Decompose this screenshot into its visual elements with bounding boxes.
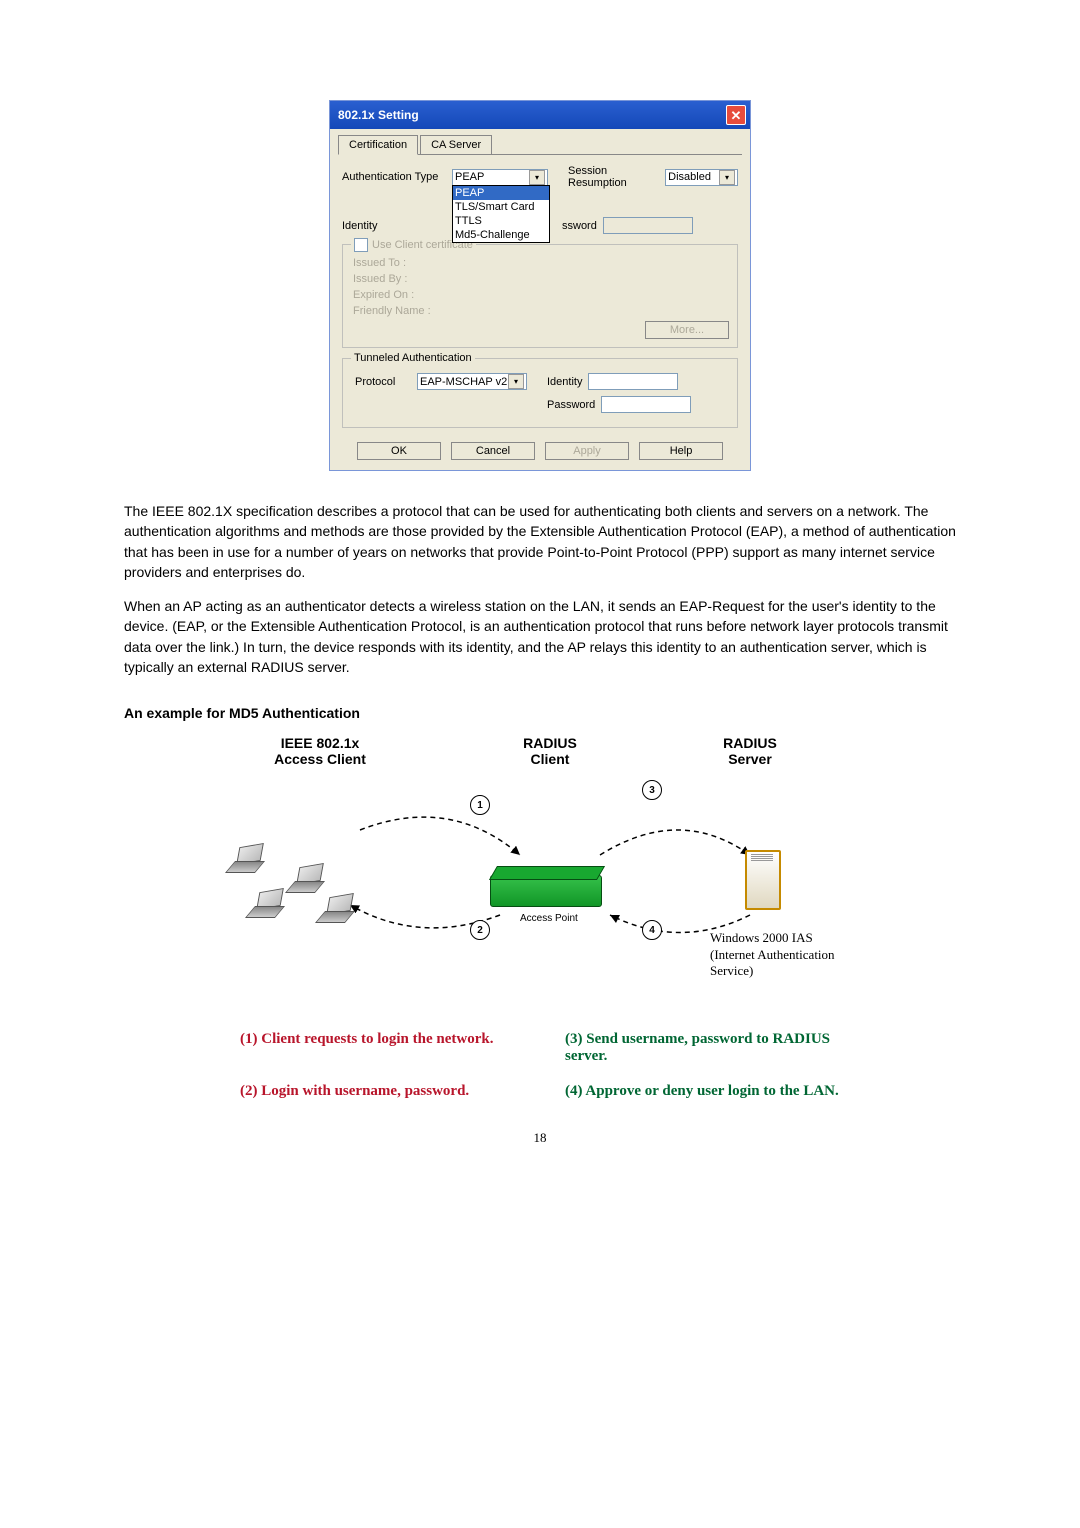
identity-label: Identity xyxy=(342,220,446,232)
tab-certification[interactable]: Certification xyxy=(338,135,418,155)
paragraph-1: The IEEE 802.1X specification describes … xyxy=(124,501,956,582)
protocol-dropdown[interactable]: EAP-MSCHAP v2 ▾ xyxy=(417,373,527,390)
auth-type-value: PEAP xyxy=(455,171,484,183)
protocol-value: EAP-MSCHAP v2 xyxy=(420,376,507,388)
tunneled-password-row: Password xyxy=(355,396,725,413)
server-icon xyxy=(745,850,781,910)
option-peap[interactable]: PEAP xyxy=(453,186,549,200)
dialog-8021x-setting: 802.1x Setting ✕ Certification CA Server… xyxy=(329,100,751,471)
tunneled-password-input[interactable] xyxy=(601,396,691,413)
tab-ca-server[interactable]: CA Server xyxy=(420,135,492,154)
label-radius-client: RADIUS Client xyxy=(500,735,600,767)
friendly-name: Friendly Name : xyxy=(353,305,727,317)
password-label-obscured: ssword xyxy=(562,220,597,232)
auth-type-options[interactable]: PEAP TLS/Smart Card TTLS Md5-Challenge xyxy=(452,185,550,243)
page-number: 18 xyxy=(124,1130,956,1146)
paragraph-2: When an AP acting as an authenticator de… xyxy=(124,596,956,677)
apply-button: Apply xyxy=(545,442,629,460)
issued-to: Issued To : xyxy=(353,257,727,269)
auth-type-row: Authentication Type PEAP ▾ PEAP TLS/Smar… xyxy=(342,165,738,189)
step-2: (2) Login with username, password. xyxy=(240,1083,515,1100)
tunneled-auth-legend: Tunneled Authentication xyxy=(351,352,475,364)
option-tls[interactable]: TLS/Smart Card xyxy=(453,200,549,214)
step-1: (1) Client requests to login the network… xyxy=(240,1031,515,1065)
session-resumption-label: Session Resumption xyxy=(568,165,659,189)
session-resumption-value: Disabled xyxy=(668,171,711,183)
cancel-button[interactable]: Cancel xyxy=(451,442,535,460)
title-bar: 802.1x Setting ✕ xyxy=(330,101,750,129)
access-point-label: Access Point xyxy=(520,913,578,924)
auth-type-dropdown[interactable]: PEAP ▾ PEAP TLS/Smart Card TTLS Md5-Chal… xyxy=(452,169,548,186)
close-icon[interactable]: ✕ xyxy=(726,105,746,125)
protocol-row: Protocol EAP-MSCHAP v2 ▾ Identity xyxy=(355,373,725,390)
password-input xyxy=(603,217,693,234)
step-4: (4) Approve or deny user login to the LA… xyxy=(565,1083,840,1100)
chevron-down-icon: ▾ xyxy=(529,170,545,185)
chevron-down-icon: ▾ xyxy=(719,170,735,185)
dialog-title: 802.1x Setting xyxy=(338,108,419,122)
diagram-steps: (1) Client requests to login the network… xyxy=(240,1031,840,1100)
tunneled-auth-fieldset: Tunneled Authentication Protocol EAP-MSC… xyxy=(342,358,738,428)
tabs: Certification CA Server xyxy=(338,135,742,155)
expired-on: Expired On : xyxy=(353,289,727,301)
ias-label: Windows 2000 IAS (Internet Authenticatio… xyxy=(710,930,835,979)
protocol-label: Protocol xyxy=(355,376,411,388)
label-radius-server: RADIUS Server xyxy=(700,735,800,767)
example-heading: An example for MD5 Authentication xyxy=(124,705,956,721)
chevron-down-icon: ▾ xyxy=(508,374,524,389)
more-button: More... xyxy=(645,321,729,339)
laptop-icon xyxy=(250,890,294,922)
label-access-client: IEEE 802.1x Access Client xyxy=(250,735,390,767)
option-ttls[interactable]: TTLS xyxy=(453,214,549,228)
tunneled-identity-label: Identity xyxy=(547,376,582,388)
auth-type-label: Authentication Type xyxy=(342,171,446,183)
access-point-icon xyxy=(490,875,602,907)
issued-by: Issued By : xyxy=(353,273,727,285)
md5-auth-diagram: IEEE 802.1x Access Client RADIUS Client … xyxy=(190,735,890,1015)
help-button[interactable]: Help xyxy=(639,442,723,460)
ok-button[interactable]: OK xyxy=(357,442,441,460)
use-client-cert-checkbox[interactable] xyxy=(354,238,368,252)
dialog-buttons: OK Cancel Apply Help xyxy=(338,442,742,460)
tunneled-identity-input[interactable] xyxy=(588,373,678,390)
laptop-icon xyxy=(320,895,364,927)
tunneled-password-label: Password xyxy=(547,399,595,411)
step-3: (3) Send username, password to RADIUS se… xyxy=(565,1031,840,1065)
option-md5[interactable]: Md5-Challenge xyxy=(453,228,549,242)
laptop-icon xyxy=(230,845,274,877)
dialog-body: Certification CA Server Authentication T… xyxy=(330,129,750,470)
laptop-icon xyxy=(290,865,334,897)
session-resumption-dropdown[interactable]: Disabled ▾ xyxy=(665,169,738,186)
client-cert-fieldset: Use Client certificate Issued To : Issue… xyxy=(342,244,738,348)
